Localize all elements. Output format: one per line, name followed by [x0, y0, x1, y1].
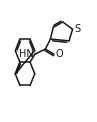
Text: S: S [74, 24, 80, 34]
Text: HN: HN [19, 49, 34, 59]
Text: O: O [56, 49, 63, 59]
